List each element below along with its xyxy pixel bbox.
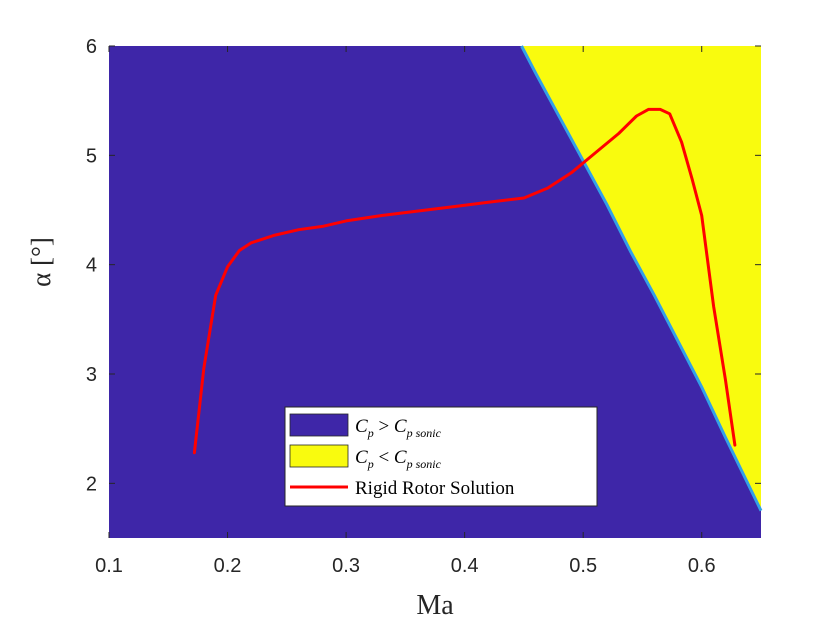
- y-tick-label: 2: [86, 473, 97, 495]
- x-tick-label: 0.4: [451, 555, 479, 577]
- region-boundary-edge: [520, 45, 763, 512]
- x-tick-label: 0.6: [688, 555, 716, 577]
- x-tick-label: 0.3: [332, 555, 360, 577]
- y-tick-label: 5: [86, 145, 97, 167]
- legend-swatch: [289, 413, 349, 437]
- y-tick-label: 6: [86, 36, 97, 58]
- legend: Cp > Cp sonic Cp < Cp sonic Rigid Rotor So…: [284, 406, 598, 507]
- series-line-rigid-rotor: [192, 107, 737, 455]
- x-tick-label: 0.2: [214, 555, 242, 577]
- y-tick-label: 4: [86, 255, 97, 277]
- legend-entry-label: Rigid Rotor Solution: [355, 478, 515, 499]
- legend-entry-label: Cp < Cp sonic: [355, 447, 442, 471]
- region-cp-less: [521, 46, 761, 511]
- y-tick-label: 3: [86, 364, 97, 386]
- x-axis-label: Ma: [416, 590, 454, 621]
- x-tick-label: 0.5: [569, 555, 597, 577]
- axis-layer: 0.1 0.2 0.3 0.4 0.5 0.6 2 3 4 5 6: [86, 36, 761, 577]
- y-axis-label: α [°]: [26, 237, 56, 287]
- legend-entry-label: Cp > Cp sonic: [355, 416, 442, 440]
- legend-swatch: [289, 444, 349, 468]
- x-tick-label: 0.1: [95, 555, 123, 577]
